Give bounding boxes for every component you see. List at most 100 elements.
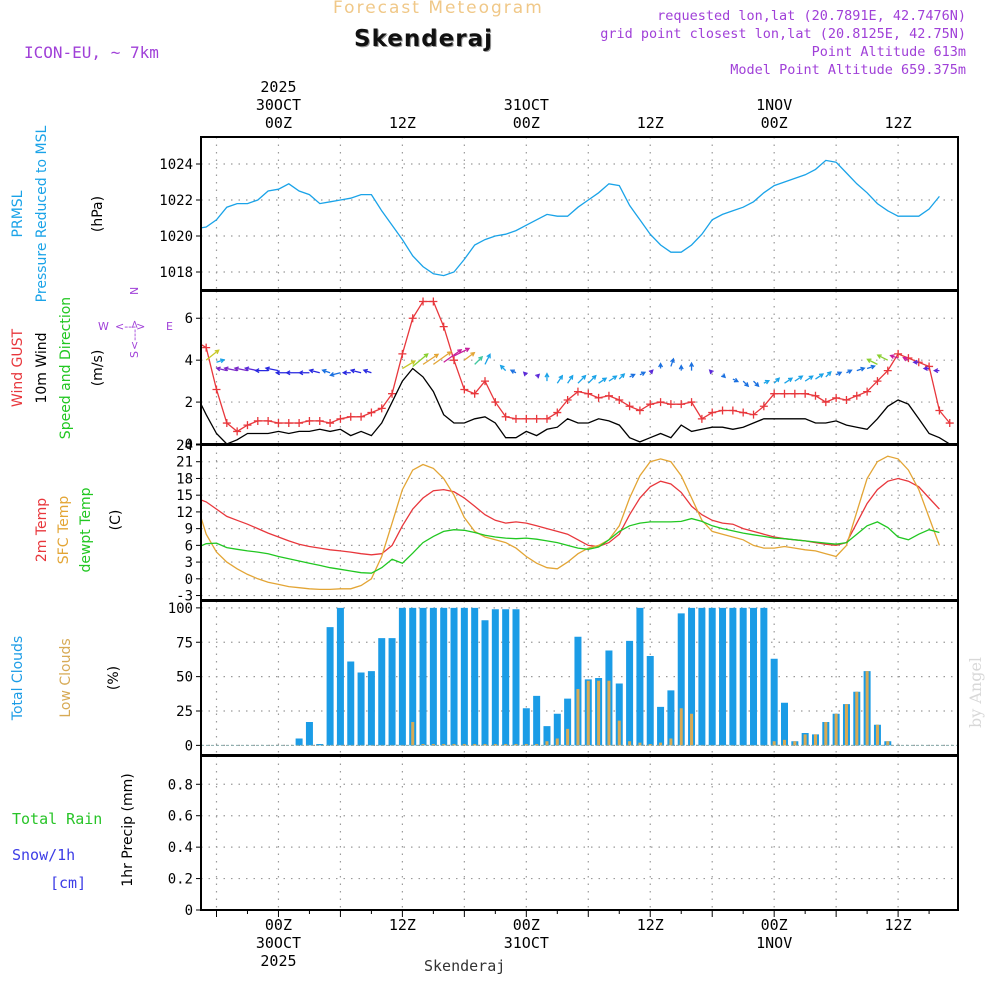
low-cloud-bar: [431, 744, 435, 746]
low-cloud-bar: [886, 741, 890, 746]
gust-marker: [377, 404, 386, 413]
gust-marker: [625, 402, 634, 411]
total-cloud-bar: [419, 607, 427, 746]
wind-arrow: [708, 369, 714, 375]
total-cloud-bar: [667, 690, 675, 746]
compass-north: N: [128, 287, 141, 295]
total-cloud-bar: [739, 607, 747, 746]
low-cloud-bar: [607, 680, 611, 746]
total-cloud-bar: [460, 607, 468, 746]
low-cloud-bar: [865, 671, 869, 746]
wind-arrow: [254, 368, 269, 374]
gust-marker: [491, 398, 500, 407]
wind-arrow: [463, 351, 476, 361]
wind-arrow: [866, 358, 878, 365]
gust-marker: [708, 408, 717, 417]
total-cloud-bar: [491, 609, 499, 746]
gust-marker: [481, 377, 490, 386]
gust-marker: [728, 406, 737, 415]
total-cloud-bar: [326, 627, 334, 746]
wind-arrow: [544, 372, 550, 382]
gust-marker: [666, 400, 675, 409]
wind-arrow: [784, 377, 794, 384]
x-tick-label-bottom: 12Z: [637, 916, 664, 934]
low-cloud-bar: [514, 744, 518, 746]
low-cloud-bar: [545, 741, 549, 746]
total-cloud-bar: [770, 658, 778, 746]
total-cloud-bar: [316, 744, 324, 746]
y-tick-label: 2: [185, 395, 193, 411]
gust-marker: [697, 414, 706, 423]
low-cloud-bar: [793, 741, 797, 746]
x-year-label-bottom: 2025: [260, 952, 296, 970]
gust-marker: [687, 398, 696, 407]
x-date-label-bottom: 1NOV: [756, 934, 792, 952]
wind-arrow: [794, 375, 804, 382]
panel-clouds: 0 25 50 75 100: [168, 600, 959, 756]
clouds-unit: (%): [106, 666, 122, 690]
total-cloud-bar: [347, 661, 355, 746]
wind-arrow: [522, 371, 528, 377]
total-cloud-bar: [657, 706, 665, 746]
total-cloud-bar: [512, 609, 520, 746]
total-cloud-bar: [646, 656, 654, 746]
gust-marker: [594, 393, 603, 402]
wind-arrow: [298, 370, 310, 376]
total-cloud-bar: [481, 620, 489, 746]
gust-marker: [832, 393, 841, 402]
low-cloud-bar: [483, 744, 487, 746]
compass-east: E: [166, 320, 173, 333]
t2m-label: 2m Temp: [34, 498, 50, 562]
total-cloud-bar: [440, 607, 448, 746]
gust-marker: [563, 395, 572, 404]
y-tick-label: 0.6: [168, 809, 193, 825]
wind-arrow: [732, 377, 740, 383]
wind-arrow: [804, 375, 814, 382]
gust-marker: [635, 406, 644, 415]
gust-marker: [243, 421, 252, 430]
wind-direction-label: Speed and Direction: [58, 297, 74, 439]
wind-arrow: [402, 360, 417, 370]
gust-marker: [398, 349, 407, 358]
gust-marker: [584, 389, 593, 398]
gust-marker: [801, 389, 810, 398]
total-cloud-bar: [626, 640, 634, 746]
gust-marker: [439, 322, 448, 331]
low-cloud-bar: [855, 691, 859, 746]
low-cloud-bar: [617, 720, 621, 746]
precip-label: 1hr Precip (mm): [120, 773, 136, 886]
y-tick-label: 21: [176, 455, 193, 471]
total-cloud-bar: [450, 607, 458, 746]
wind-arrow: [577, 374, 587, 384]
panel-frame: [200, 136, 959, 291]
gust-marker: [945, 419, 954, 428]
wind-arrow: [598, 377, 608, 384]
wind-arrow: [223, 366, 238, 372]
gust-marker: [677, 400, 686, 409]
wind-compass: W <---> ENS<--->: [98, 287, 173, 358]
gust-marker: [842, 395, 851, 404]
x-tick-label-top: 00Z: [265, 114, 292, 132]
total-cloud-bar: [750, 607, 758, 746]
gust-marker: [615, 395, 624, 404]
total-cloud-bar: [305, 722, 313, 746]
gust-marker: [553, 408, 562, 417]
low-cloud-bar: [473, 744, 477, 746]
gust-marker: [883, 366, 892, 375]
x-tick-label-bottom: 12Z: [885, 916, 912, 934]
x-tick-label-top: 12Z: [389, 114, 416, 132]
meteogram-title: Forecast Meteogram: [333, 0, 544, 18]
wind-arrow: [608, 375, 618, 382]
wind-arrow: [205, 349, 220, 361]
plot-wind: [201, 297, 954, 444]
total-cloud-bar: [357, 672, 365, 746]
total-cloud-bar: [429, 607, 437, 746]
low-cloud-bar: [628, 741, 632, 746]
gust-marker: [305, 416, 314, 425]
x-date-label-bottom: 31OCT: [504, 934, 549, 952]
low-cloud-bar: [462, 744, 466, 746]
gust-marker: [770, 389, 779, 398]
x-tick-label-top: 00Z: [761, 114, 788, 132]
gust-marker: [532, 414, 541, 423]
wind-arrow: [567, 374, 574, 384]
